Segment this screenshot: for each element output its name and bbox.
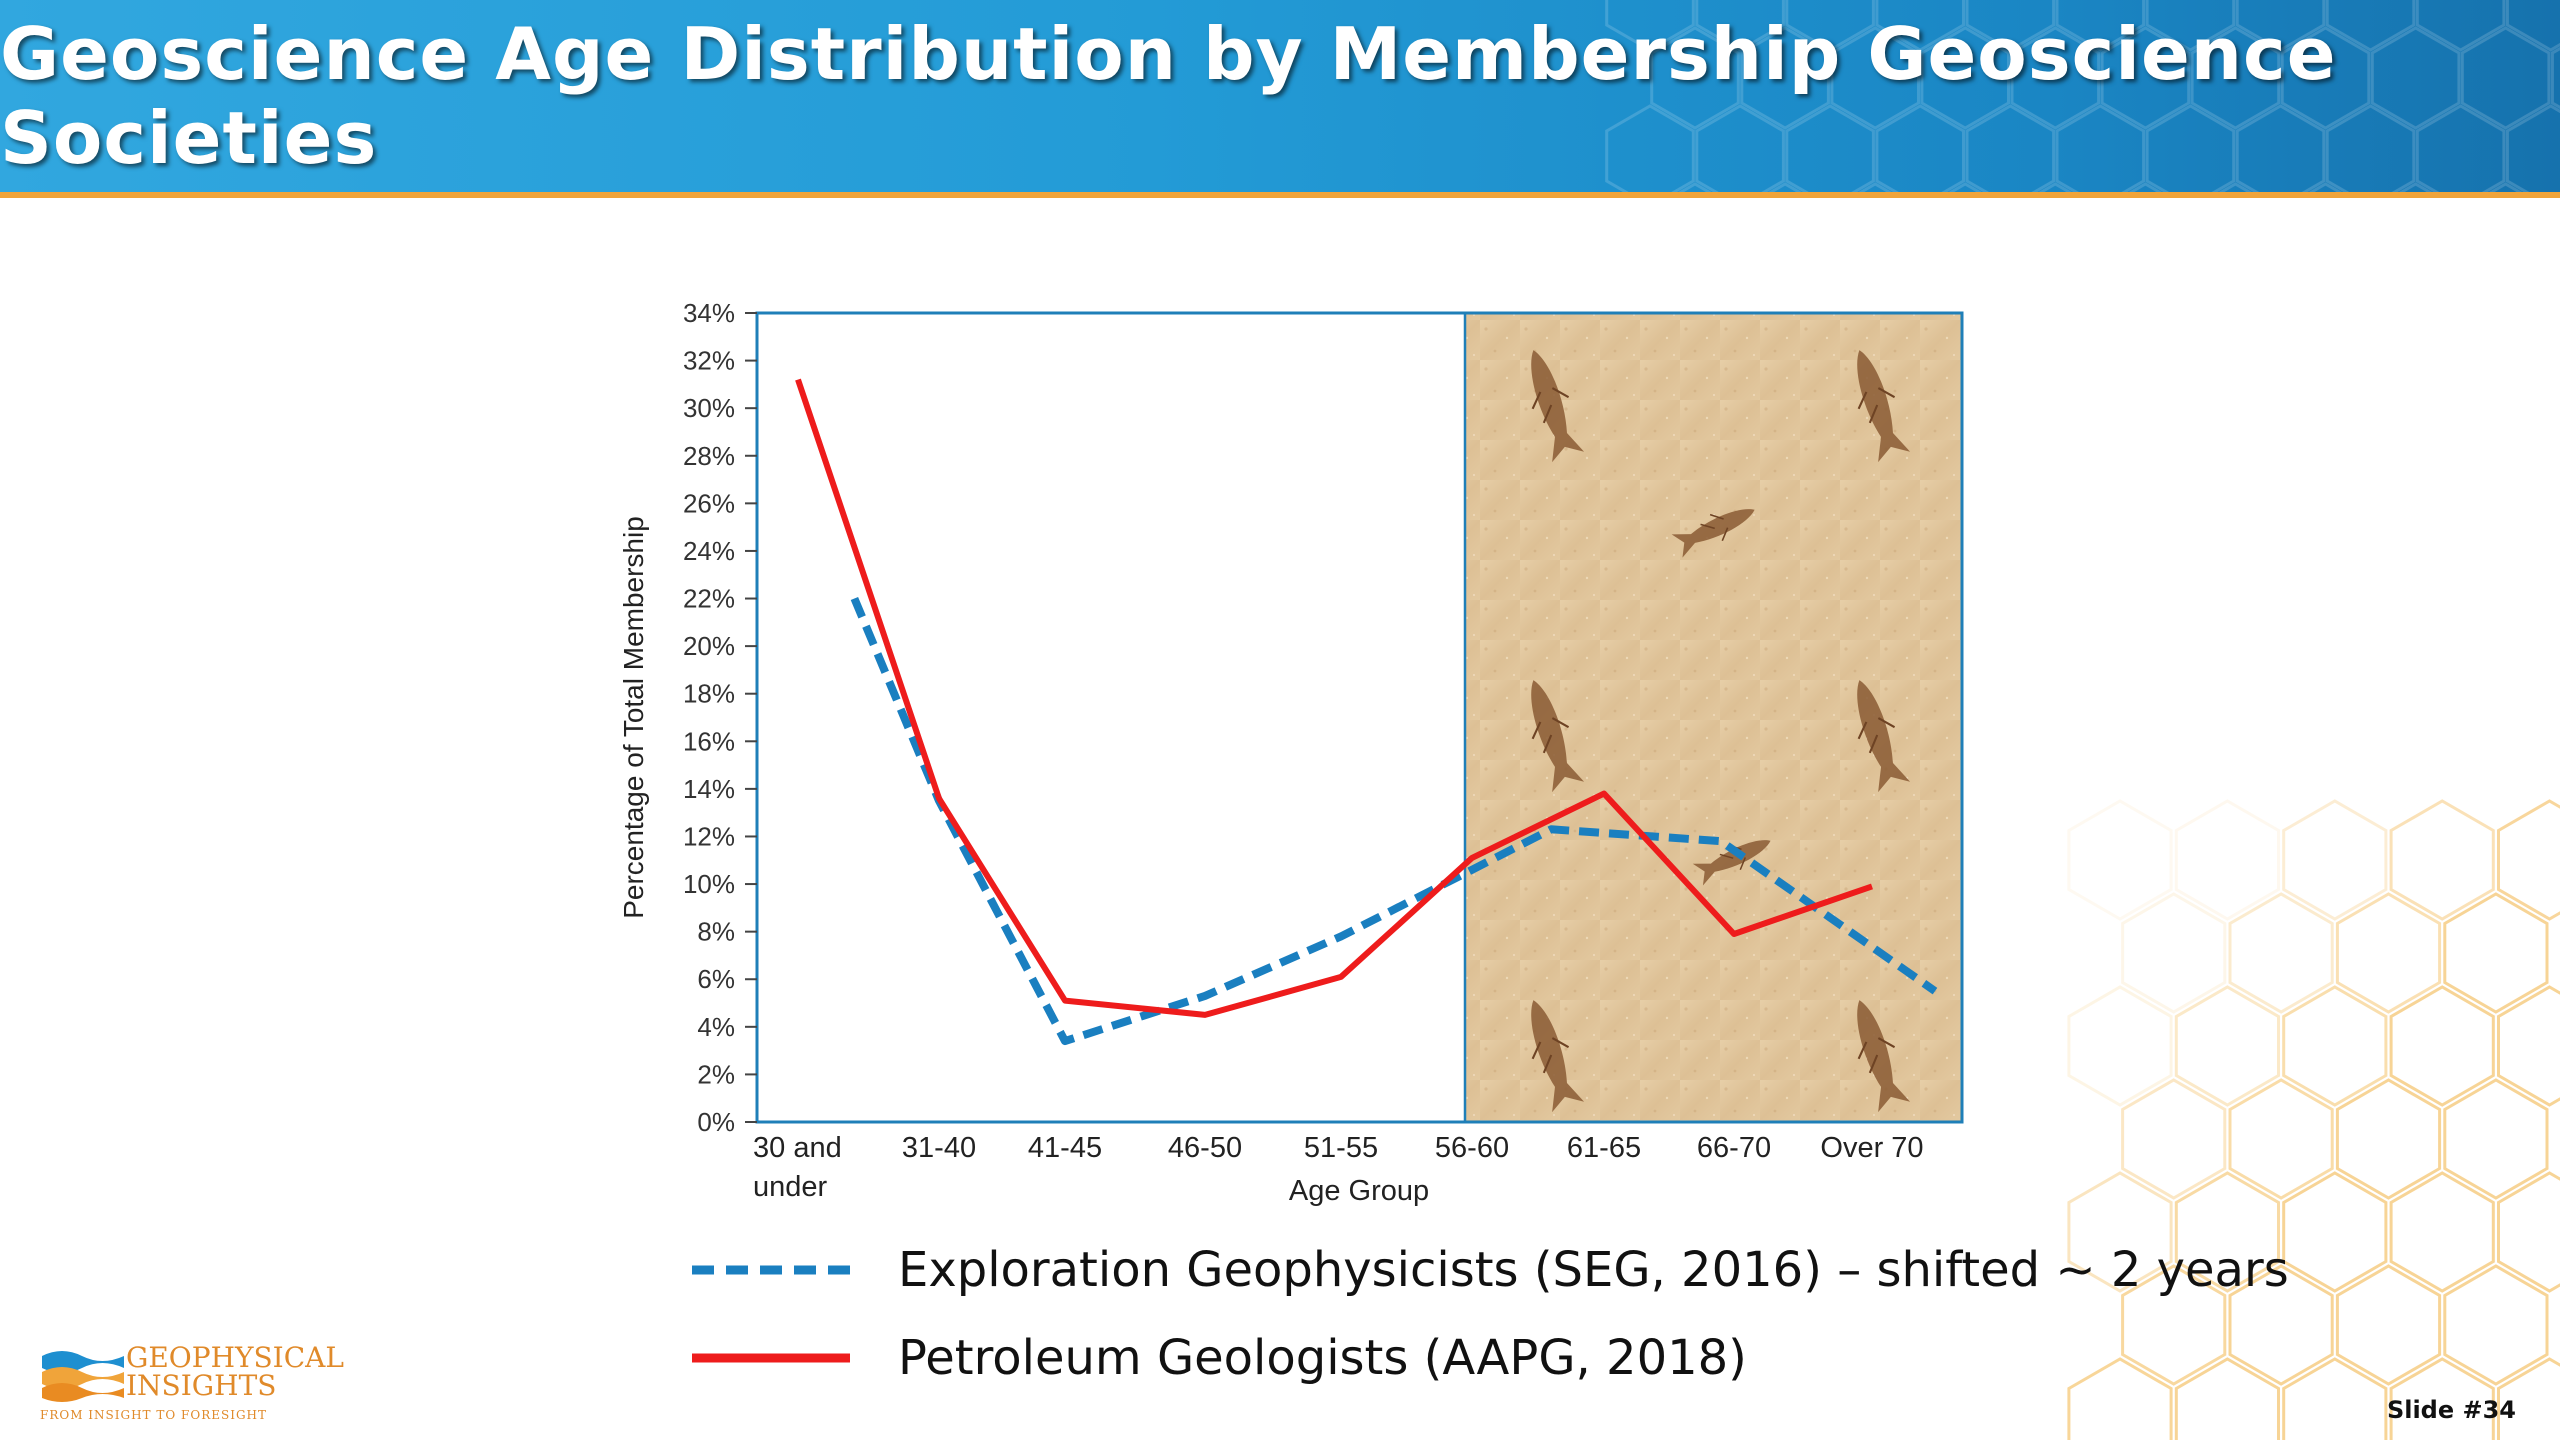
- x-tick-label: 46-50: [1168, 1132, 1242, 1164]
- y-tick-label: 4%: [697, 1012, 735, 1042]
- title-bar: Geoscience Age Distribution by Membershi…: [0, 0, 2560, 198]
- y-axis-title: Percentage of Total Membership: [618, 516, 649, 919]
- x-tick-label: 31-40: [902, 1132, 976, 1164]
- y-tick-label: 32%: [683, 346, 735, 376]
- logo-line-1: GEOPHYSICAL: [126, 1341, 344, 1374]
- plot-area-border: [755, 311, 1964, 1124]
- fossil-fish-icon: [1857, 1000, 1911, 1113]
- y-tick-label: 24%: [683, 536, 735, 566]
- y-tick-label: 6%: [697, 964, 735, 994]
- y-tick-label: 12%: [683, 821, 735, 851]
- x-axis-title: Age Group: [1289, 1175, 1429, 1207]
- legend-item-seg: Exploration Geophysicists (SEG, 2016) – …: [690, 1235, 2289, 1305]
- slide-number: Slide #34: [2386, 1396, 2516, 1424]
- fossil-fish-icon: [1531, 680, 1585, 793]
- legend-label-aapg: Petroleum Geologists (AAPG, 2018): [898, 1330, 1747, 1386]
- chart-legend: Exploration Geophysicists (SEG, 2016) – …: [690, 1235, 2290, 1435]
- x-tick-label: 41-45: [1028, 1132, 1102, 1164]
- slide-title: Geoscience Age Distribution by Membershi…: [0, 12, 2337, 180]
- legend-item-aapg: Petroleum Geologists (AAPG, 2018): [690, 1323, 1747, 1393]
- wave-logo-icon: [42, 1351, 124, 1402]
- logo-wordmark: GEOPHYSICAL INSIGHTS: [126, 1344, 344, 1400]
- legend-label-seg: Exploration Geophysicists (SEG, 2016) – …: [898, 1242, 2289, 1298]
- x-tick-label: 56-60: [1435, 1132, 1509, 1164]
- header-hex-pattern: [1605, 0, 2560, 192]
- y-tick-label: 16%: [683, 726, 735, 756]
- x-tick-label: Over 70: [1820, 1132, 1923, 1164]
- x-tick-label: 61-65: [1567, 1132, 1641, 1164]
- y-tick-label: 34%: [683, 298, 735, 328]
- x-tick-label: 30 and under: [753, 1132, 842, 1203]
- fossil-fish-icon: [1857, 680, 1911, 793]
- y-tick-label: 8%: [697, 917, 735, 947]
- y-tick-label: 10%: [683, 869, 735, 899]
- fossil-fish-icon: [1531, 1000, 1585, 1113]
- y-tick-label: 14%: [683, 774, 735, 804]
- y-tick-label: 18%: [683, 679, 735, 709]
- x-tick-label: 66-70: [1697, 1132, 1771, 1164]
- y-tick-label: 2%: [697, 1059, 735, 1089]
- y-tick-label: 20%: [683, 631, 735, 661]
- y-tick-label: 30%: [683, 393, 735, 423]
- geophysical-insights-logo: GEOPHYSICAL INSIGHTS FROM INSIGHT TO FOR…: [40, 1340, 344, 1430]
- legend-solid-line-swatch: [692, 1353, 850, 1363]
- fossil-fish-icon: [1857, 350, 1911, 463]
- fossil-fish-icon: [1671, 509, 1755, 558]
- y-tick-label: 0%: [697, 1107, 735, 1137]
- logo-line-2: INSIGHTS: [126, 1369, 277, 1402]
- x-tick-label: 51-55: [1304, 1132, 1378, 1164]
- logo-tagline: FROM INSIGHT TO FORESIGHT: [40, 1408, 268, 1422]
- y-tick-label: 28%: [683, 441, 735, 471]
- legend-dashed-line-swatch: [692, 1265, 860, 1275]
- fossil-fish-icon: [1531, 350, 1585, 463]
- y-tick-label: 22%: [683, 584, 735, 614]
- y-tick-label: 26%: [683, 488, 735, 518]
